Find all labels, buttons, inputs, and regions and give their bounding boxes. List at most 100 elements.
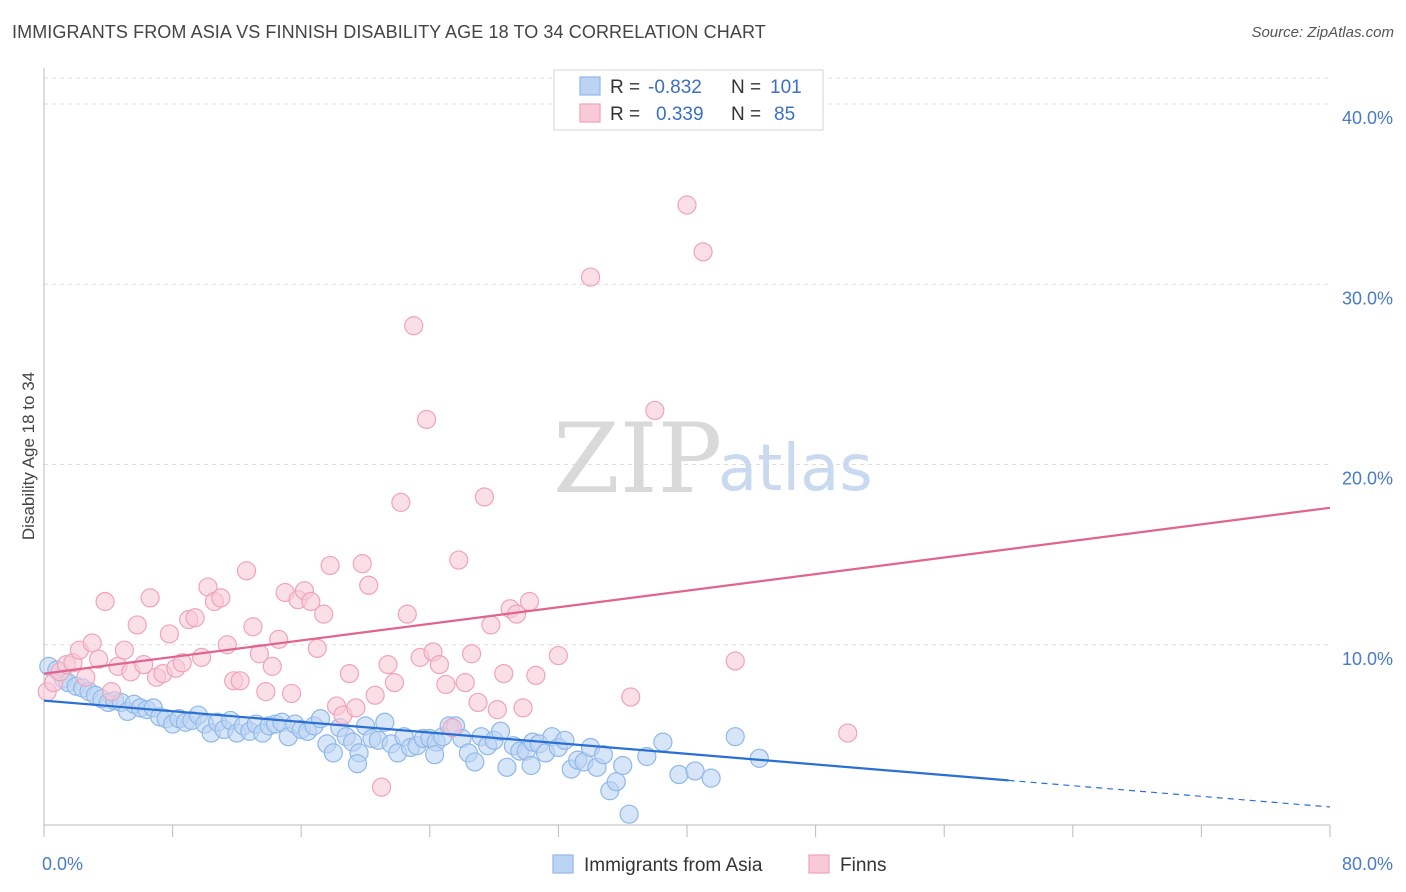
point-finns-61 — [429, 654, 450, 675]
point-finns-83 — [725, 651, 745, 671]
point-finns-67 — [468, 692, 488, 713]
y-tick-label-2: 30.0% — [1342, 288, 1393, 308]
point-finns-48 — [346, 698, 366, 718]
point-finns-82 — [693, 242, 713, 262]
point-finns-77 — [548, 645, 569, 666]
x-axis-tick-labels: 0.0% 80.0% — [42, 854, 1393, 874]
point-asia-91 — [637, 746, 657, 767]
point-asia-70 — [490, 721, 511, 741]
trend-line-0 — [43, 699, 1009, 782]
point-finns-84 — [838, 723, 858, 743]
watermark: ZIP atlas — [553, 403, 873, 515]
point-finns-43 — [314, 604, 334, 624]
legend-n-label-finns: N = — [731, 104, 761, 125]
point-finns-56 — [397, 604, 417, 624]
point-finns-34 — [256, 682, 276, 702]
watermark-zip: ZIP — [553, 403, 722, 515]
point-asia-99 — [425, 745, 445, 765]
point-finns-51 — [365, 685, 385, 705]
y-axis-title: Disability Age 18 to 34 — [19, 372, 38, 540]
point-asia-86 — [593, 745, 614, 765]
trend-lines — [43, 506, 1331, 808]
point-finns-12 — [114, 640, 134, 660]
bottom-legend-label-finns: Finns — [840, 855, 886, 876]
point-asia-66 — [465, 752, 485, 772]
chart-title: IMMIGRANTS FROM ASIA VS FINNISH DISABILI… — [12, 22, 766, 42]
point-finns-47 — [339, 663, 360, 684]
point-asia-94 — [685, 761, 705, 781]
chart-source: Source: ZipAtlas.com — [1251, 24, 1394, 41]
point-finns-66 — [461, 644, 482, 664]
point-finns-71 — [494, 663, 514, 684]
point-finns-8 — [89, 649, 109, 669]
point-finns-50 — [359, 575, 379, 595]
legend-n-value-asia: 101 — [770, 77, 802, 98]
point-finns-75 — [519, 591, 540, 612]
point-asia-44 — [323, 743, 343, 763]
point-finns-21 — [172, 653, 192, 673]
point-finns-10 — [101, 682, 122, 702]
point-finns-55 — [391, 492, 411, 512]
point-finns-79 — [621, 687, 641, 707]
x-tick-label-0: 0.0% — [42, 854, 83, 874]
point-asia-71 — [497, 757, 517, 777]
point-finns-68 — [474, 487, 495, 507]
point-finns-78 — [580, 267, 601, 287]
top-legend: R = -0.832 N = 101 R = 0.339 N = 85 — [553, 69, 824, 131]
point-finns-59 — [416, 409, 437, 430]
point-asia-88 — [606, 772, 626, 792]
point-finns-32 — [243, 617, 263, 637]
point-finns-30 — [230, 671, 250, 691]
legend-n-label-asia: N = — [731, 77, 761, 98]
point-asia-90 — [619, 804, 639, 824]
point-asia-93 — [669, 764, 689, 785]
point-finns-38 — [281, 683, 302, 704]
point-finns-81 — [677, 195, 697, 215]
point-finns-63 — [442, 718, 462, 738]
point-finns-31 — [236, 561, 257, 581]
point-finns-36 — [269, 629, 289, 649]
point-asia-98 — [347, 754, 368, 774]
bottom-legend-swatch-finns — [808, 854, 830, 874]
x-axis-ticks — [43, 825, 1331, 837]
y-tick-label-0: 10.0% — [1342, 649, 1393, 669]
point-asia-95 — [701, 768, 721, 788]
point-finns-74 — [513, 698, 533, 718]
legend-r-value-asia: -0.832 — [648, 77, 702, 98]
point-finns-44 — [320, 555, 340, 576]
legend-swatch-asia — [579, 76, 601, 96]
point-finns-7 — [82, 633, 102, 653]
point-asia-92 — [653, 732, 673, 752]
point-finns-80 — [645, 400, 665, 421]
point-finns-70 — [487, 700, 507, 720]
y-tick-label-3: 40.0% — [1342, 108, 1393, 128]
point-finns-64 — [449, 550, 469, 570]
trend-line-extension-0 — [1008, 779, 1331, 808]
point-finns-57 — [404, 316, 424, 336]
point-asia-100 — [521, 755, 541, 776]
legend-swatch-finns — [579, 103, 601, 123]
point-finns-49 — [352, 554, 372, 574]
point-finns-19 — [159, 624, 179, 644]
bottom-legend-swatch-asia — [552, 854, 574, 874]
point-finns-14 — [127, 615, 147, 635]
bottom-legend: Immigrants from Asia Finns — [552, 854, 886, 876]
series-finns — [37, 195, 858, 797]
gridlines — [44, 77, 1330, 646]
point-finns-76 — [526, 665, 546, 686]
point-finns-42 — [307, 638, 327, 658]
point-finns-27 — [211, 588, 231, 608]
point-finns-41 — [301, 591, 321, 612]
watermark-atlas: atlas — [718, 432, 873, 506]
point-finns-54 — [384, 673, 405, 693]
point-finns-23 — [185, 608, 205, 628]
point-finns-24 — [191, 647, 212, 667]
point-finns-62 — [436, 674, 456, 695]
point-finns-9 — [95, 591, 115, 612]
bottom-legend-label-asia: Immigrants from Asia — [584, 855, 763, 876]
y-axis-tick-labels: 10.0% 20.0% 30.0% 40.0% — [1342, 108, 1393, 669]
point-finns-6 — [76, 667, 96, 687]
y-tick-label-1: 20.0% — [1342, 469, 1393, 489]
